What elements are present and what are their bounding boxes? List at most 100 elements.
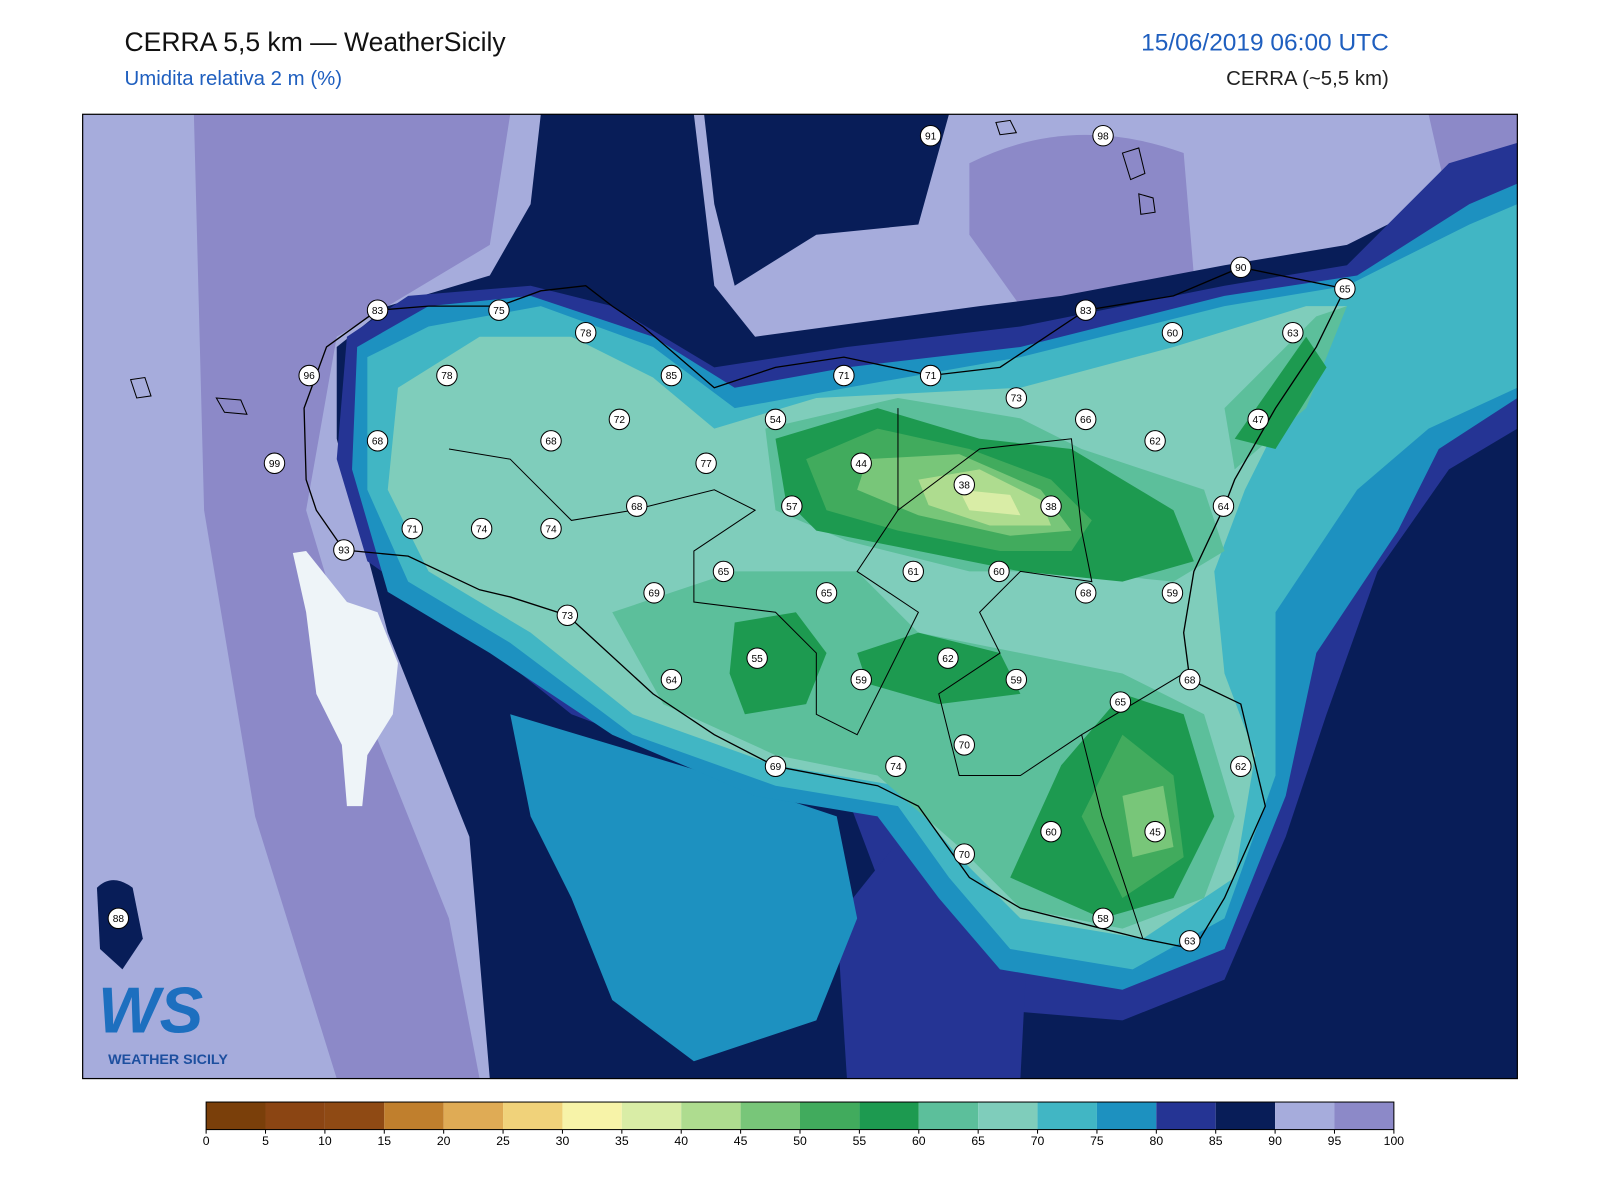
colorbar-cell [206, 1102, 266, 1130]
station-value: 63 [1287, 328, 1299, 339]
colorbar-cell [1215, 1102, 1276, 1130]
title: CERRA 5,5 km — WeatherSicily [124, 27, 506, 57]
logo-name: WEATHER SICILY [108, 1052, 228, 1068]
station-marker [298, 364, 320, 387]
station-value: 70 [959, 741, 971, 752]
station-value: 64 [1218, 502, 1230, 513]
station-value: 74 [890, 762, 902, 773]
station-value: 88 [113, 914, 125, 925]
station-marker [488, 299, 510, 321]
colorbar-tick-label: 15 [377, 1134, 391, 1148]
station-value: 62 [1235, 762, 1247, 773]
station-marker [263, 452, 286, 474]
station-marker [1109, 691, 1132, 713]
station-value: 85 [666, 371, 678, 382]
station-marker [815, 582, 838, 604]
station-value: 70 [959, 850, 971, 861]
station-marker [540, 517, 562, 540]
station-value: 38 [1045, 502, 1057, 513]
station-marker [1161, 321, 1184, 344]
station-marker [764, 755, 787, 778]
colorbar-tick-label: 0 [203, 1134, 210, 1148]
colorbar-tick-label: 80 [1150, 1134, 1164, 1148]
station-marker [626, 495, 648, 517]
station-value: 61 [908, 567, 920, 578]
station-marker [1247, 408, 1269, 431]
station-marker [1075, 582, 1097, 604]
colorbar-tick-label: 40 [674, 1134, 688, 1148]
colorbar-tick-label: 20 [437, 1134, 451, 1148]
colorbar-tick-label: 25 [496, 1134, 510, 1148]
station-value: 74 [545, 524, 557, 535]
station-marker [1161, 582, 1184, 604]
station-marker [953, 843, 975, 865]
station-marker [660, 668, 683, 691]
station-value: 73 [562, 611, 574, 622]
station-value: 60 [1045, 827, 1057, 838]
station-value: 71 [407, 524, 419, 535]
station-marker [1092, 907, 1114, 930]
colorbar-tick-label: 30 [556, 1134, 570, 1148]
station-marker [1144, 430, 1166, 452]
colorbar-cell [324, 1102, 385, 1130]
station-marker [107, 907, 130, 930]
station-marker [1005, 387, 1028, 409]
station-value: 60 [993, 567, 1005, 578]
station-value: 62 [942, 654, 954, 665]
colorbar-cell [621, 1102, 682, 1130]
station-marker [902, 560, 924, 583]
colorbar-cell [1037, 1102, 1097, 1130]
datetime: 15/06/2019 06:00 UTC [1141, 29, 1389, 56]
station-marker [643, 582, 665, 604]
station-marker [919, 125, 942, 147]
station-marker [885, 755, 907, 778]
station-marker [556, 604, 579, 627]
station-value: 98 [1097, 131, 1109, 142]
model-label: CERRA (~5,5 km) [1226, 68, 1389, 90]
station-marker [1212, 495, 1235, 517]
station-marker [366, 430, 389, 452]
colorbar-cell [1156, 1102, 1216, 1130]
station-value: 91 [925, 131, 937, 142]
station-value: 69 [770, 762, 782, 773]
colorbar-cell [740, 1102, 800, 1130]
colorbar-cell [1275, 1102, 1335, 1130]
station-marker [333, 539, 355, 561]
station-value: 78 [441, 371, 453, 382]
station-marker [1144, 820, 1166, 843]
colorbar-cell [562, 1102, 622, 1130]
station-value: 68 [372, 437, 384, 448]
station-marker [712, 560, 735, 583]
station-value: 93 [338, 546, 350, 557]
station-value: 77 [700, 459, 712, 470]
station-marker [746, 647, 768, 669]
colorbar-cell [978, 1102, 1038, 1130]
station-value: 59 [1167, 589, 1179, 600]
station-value: 59 [856, 675, 868, 686]
colorbar-cell [265, 1102, 325, 1130]
station-value: 90 [1235, 263, 1247, 274]
stations: 91 98 90 65 83 75 78 83 60 63 96 78 85 71 71 73 72 54 66 47… [107, 125, 1356, 952]
station-marker [937, 647, 959, 669]
colorbar-tick-label: 75 [1090, 1134, 1104, 1148]
station-value: 47 [1252, 415, 1264, 426]
station-value: 65 [821, 589, 833, 600]
station-value: 64 [666, 675, 678, 686]
station-marker [1282, 321, 1304, 344]
colorbar-tick-label: 70 [1031, 1134, 1045, 1148]
station-marker [833, 364, 855, 387]
station-marker [988, 560, 1010, 583]
station-value: 73 [1011, 394, 1023, 405]
station-marker [953, 473, 975, 496]
colorbar-tick-label: 85 [1209, 1134, 1223, 1148]
station-value: 96 [304, 371, 316, 382]
station-value: 71 [925, 371, 937, 382]
station-value: 74 [476, 524, 488, 535]
station-value: 72 [614, 415, 626, 426]
station-value: 66 [1080, 415, 1092, 426]
station-marker [850, 668, 872, 691]
station-marker [436, 364, 458, 387]
colorbar-cell [384, 1102, 444, 1130]
colorbar-tick-label: 90 [1268, 1134, 1282, 1148]
colorbar-tick-label: 55 [853, 1134, 867, 1148]
